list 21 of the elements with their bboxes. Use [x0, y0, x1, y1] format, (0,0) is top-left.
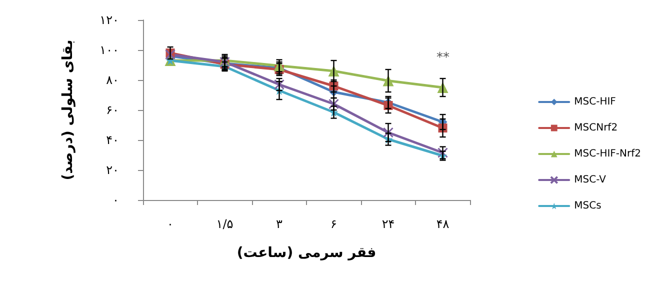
x-tick-label: ۴۸: [436, 217, 450, 231]
x-tick-label: ۶: [330, 217, 337, 231]
legend-label: MSC-HIF: [574, 96, 616, 108]
y-tick-label: ۴۰: [106, 133, 119, 147]
y-tick-label: ۸۰: [106, 73, 119, 87]
legend-label: MSCNrf2: [574, 122, 618, 134]
y-tick-label: ۶۰: [106, 103, 119, 117]
x-tick-label: ۰: [167, 217, 174, 231]
y-tick-label: ۱۲۰: [100, 13, 119, 27]
annotation: **: [436, 50, 450, 66]
legend-label: MSCs: [574, 200, 602, 212]
x-tick-label: ۲۴: [382, 217, 395, 231]
y-axis-title: بقای سلولی (درصد): [60, 40, 76, 180]
y-tick-label: ۱۰۰: [100, 43, 119, 57]
x-tick-label: ۳: [276, 217, 284, 231]
legend-label: MSC-HIF-Nrf2: [574, 148, 642, 160]
x-axis-title: فقر سرمی (ساعت): [236, 245, 376, 261]
x-tick-label: ۱/۵: [216, 217, 234, 231]
y-tick-label: ۰: [112, 193, 119, 207]
y-tick-label: ۲۰: [106, 163, 119, 177]
legend-label: MSC-V: [574, 174, 606, 186]
